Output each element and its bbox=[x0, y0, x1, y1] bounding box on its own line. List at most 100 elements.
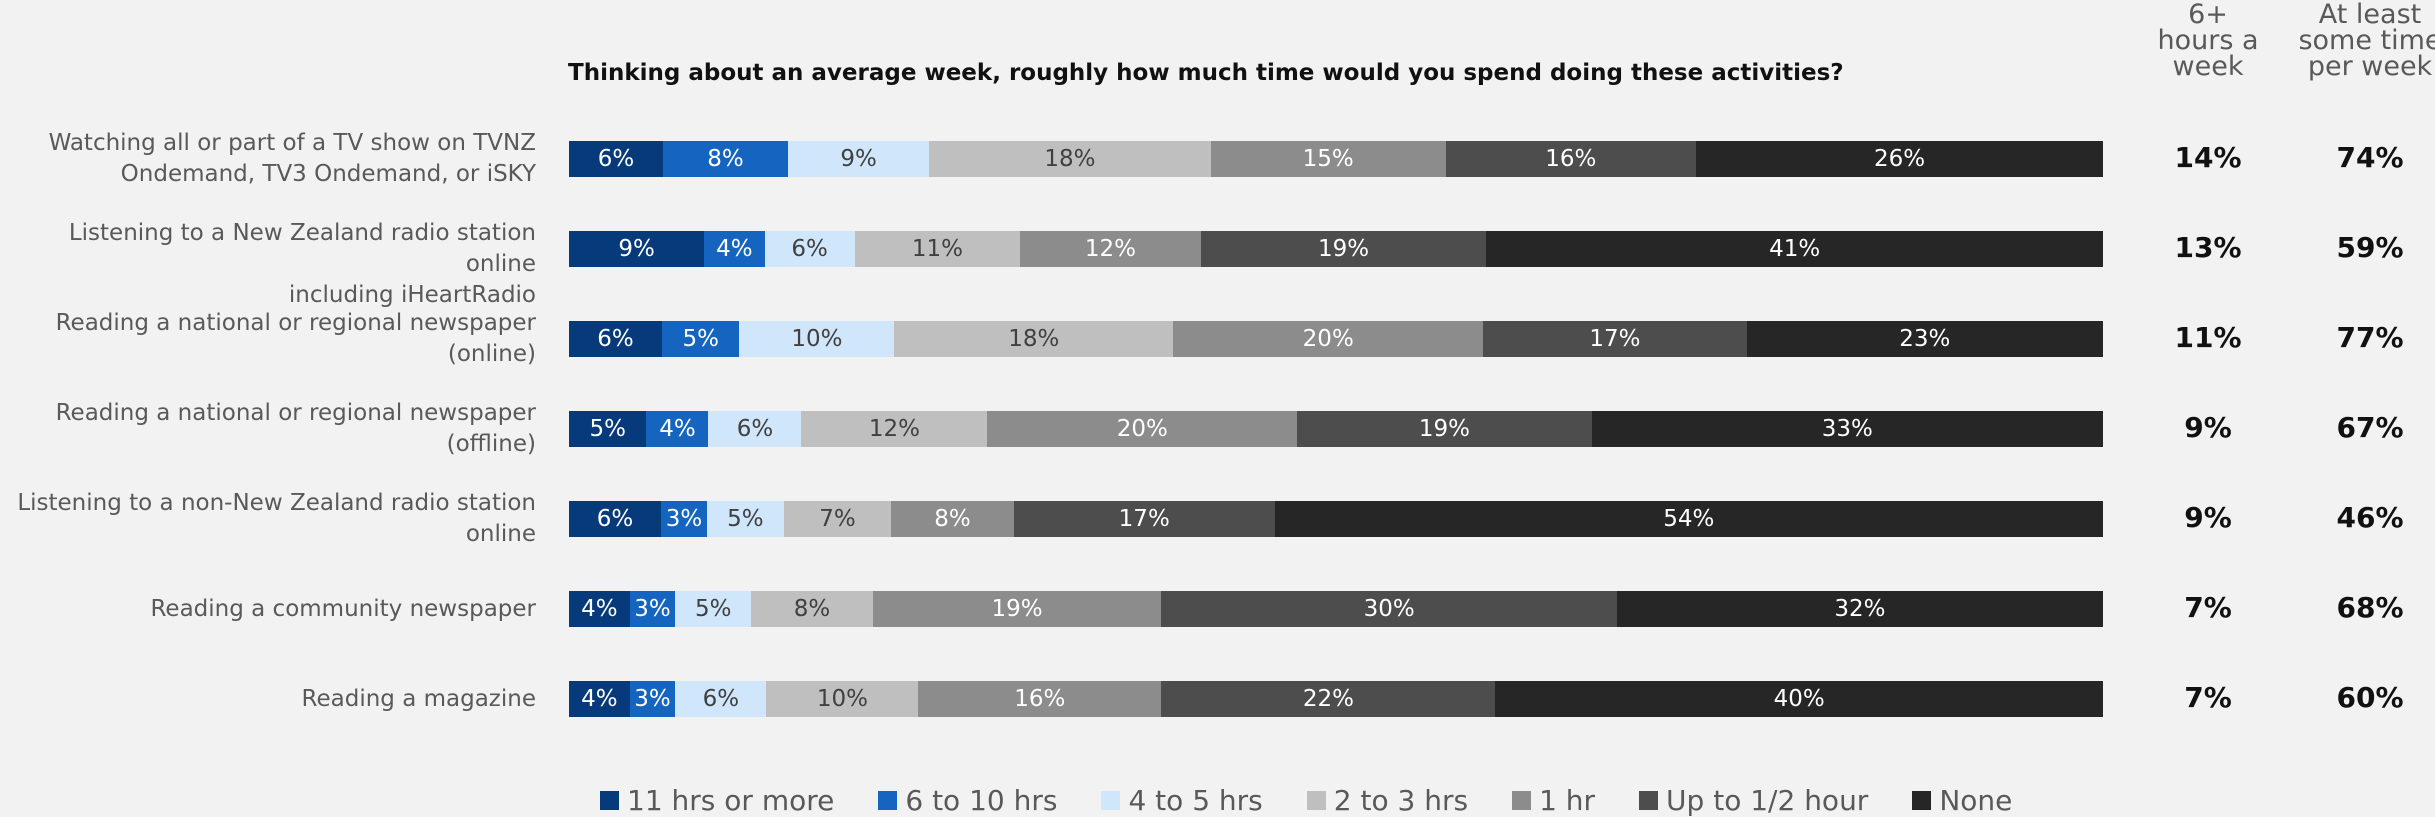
bar-segment: 6% bbox=[764, 231, 855, 267]
category-label-line: online bbox=[465, 521, 536, 547]
data-label: 5% bbox=[695, 596, 732, 622]
summary-6plus-hours: 7% bbox=[2184, 591, 2232, 624]
bar-segment: 16% bbox=[1445, 141, 1696, 177]
data-label: 40% bbox=[1773, 686, 1825, 712]
data-label: 5% bbox=[589, 416, 626, 442]
bar-segment: 30% bbox=[1161, 591, 1617, 627]
bar-segment: 33% bbox=[1591, 411, 2103, 447]
data-label: 5% bbox=[727, 506, 764, 532]
summary-column-header-line: some time bbox=[2298, 25, 2435, 56]
data-label: 12% bbox=[1084, 236, 1136, 262]
category-label-line: Listening to a New Zealand radio station… bbox=[68, 220, 536, 277]
data-label: 10% bbox=[791, 326, 843, 352]
summary-column-header-line: At least bbox=[2318, 0, 2422, 30]
stacked-bar: 9% 4% 6% 11% 12% 19% 41% bbox=[569, 231, 2103, 267]
bar-segment: 7% bbox=[783, 501, 892, 537]
bar-segment: 5% bbox=[675, 591, 752, 627]
data-label: 16% bbox=[1545, 146, 1597, 172]
data-label: 3% bbox=[634, 686, 671, 712]
data-label: 16% bbox=[1014, 686, 1066, 712]
data-label: 4% bbox=[659, 416, 696, 442]
data-label: 11% bbox=[911, 236, 963, 262]
data-label: 22% bbox=[1302, 686, 1354, 712]
data-label: 6% bbox=[597, 146, 635, 172]
category-label-line: Reading a national or regional newspaper bbox=[55, 310, 536, 336]
legend-item: 6 to 10 hrs bbox=[878, 784, 1057, 817]
legend-swatch bbox=[1512, 790, 1532, 810]
summary-at-least-some: 59% bbox=[2336, 231, 2404, 264]
legend-item: None bbox=[1912, 784, 2012, 817]
legend-swatch bbox=[878, 790, 898, 810]
bar-segment: 5% bbox=[569, 411, 647, 447]
stacked-bar: 6% 3% 5% 7% 8% 17% 54% bbox=[569, 501, 2103, 537]
data-label: 9% bbox=[618, 236, 655, 262]
bar-segment: 4% bbox=[569, 591, 630, 627]
data-label: 41% bbox=[1769, 236, 1821, 262]
data-label: 54% bbox=[1663, 506, 1715, 532]
legend-item: 11 hrs or more bbox=[600, 784, 834, 817]
bar-segment: 16% bbox=[918, 681, 1162, 717]
data-label: 17% bbox=[1589, 326, 1641, 352]
bar-segment: 19% bbox=[872, 591, 1162, 627]
summary-6plus-hours: 11% bbox=[2174, 321, 2242, 354]
legend-label: 1 hr bbox=[1539, 783, 1596, 817]
data-label: 4% bbox=[581, 686, 618, 712]
bar-segment: 6% bbox=[569, 501, 662, 537]
bar-segment: 10% bbox=[739, 321, 895, 357]
category-label: Reading a national or regional newspaper… bbox=[0, 398, 536, 460]
legend-item: 2 to 3 hrs bbox=[1306, 784, 1468, 817]
data-label: 30% bbox=[1363, 596, 1415, 622]
data-label: 19% bbox=[991, 596, 1043, 622]
summary-6plus-hours: 7% bbox=[2184, 681, 2232, 714]
legend-item: 1 hr bbox=[1512, 784, 1595, 817]
data-label: 26% bbox=[1873, 146, 1926, 172]
data-label: 17% bbox=[1118, 506, 1170, 532]
data-label: 18% bbox=[1008, 326, 1060, 352]
bar-segment: 40% bbox=[1495, 681, 2103, 717]
data-label: 19% bbox=[1418, 416, 1470, 442]
category-label-line: (offline) bbox=[446, 431, 536, 457]
bar-segment: 5% bbox=[661, 321, 740, 357]
data-label: 19% bbox=[1317, 236, 1370, 262]
data-label: 20% bbox=[1116, 416, 1168, 442]
bar-segment: 4% bbox=[704, 231, 765, 267]
data-label: 6% bbox=[702, 686, 740, 712]
summary-column-header-line: 6+ bbox=[2188, 0, 2228, 30]
summary-at-least-some: 77% bbox=[2336, 321, 2404, 354]
data-label: 7% bbox=[819, 506, 856, 532]
bar-segment: 18% bbox=[894, 321, 1174, 357]
stacked-bar: 4% 3% 5% 8% 19% 30% 32% bbox=[569, 591, 2103, 627]
bar-segment: 23% bbox=[1746, 321, 2103, 357]
stacked-bar: 5% 4% 6% 12% 20% 19% 33% bbox=[569, 411, 2103, 447]
bar-segment: 3% bbox=[629, 681, 676, 717]
legend-swatch bbox=[1912, 790, 1932, 810]
data-label: 9% bbox=[840, 146, 877, 172]
legend-swatch bbox=[1306, 790, 1326, 810]
data-label: 3% bbox=[634, 596, 671, 622]
data-label: 12% bbox=[868, 416, 920, 442]
bar-segment: 12% bbox=[801, 411, 988, 447]
data-label: 10% bbox=[816, 686, 868, 712]
bar-segment: 6% bbox=[569, 141, 663, 177]
bar-segment: 5% bbox=[707, 501, 784, 537]
data-label: 8% bbox=[934, 506, 971, 532]
data-label: 20% bbox=[1302, 326, 1354, 352]
chart-title: Thinking about an average week, roughly … bbox=[568, 60, 1844, 86]
category-label: Reading a community newspaper bbox=[0, 594, 536, 625]
summary-column-header-line: per week bbox=[2307, 51, 2433, 82]
bar-segment: 8% bbox=[891, 501, 1014, 537]
bar-segment: 20% bbox=[987, 411, 1298, 447]
legend-swatch bbox=[1101, 790, 1121, 810]
legend-label: 6 to 10 hrs bbox=[905, 783, 1058, 817]
bar-segment: 17% bbox=[1483, 321, 1747, 357]
category-label-line: Reading a national or regional newspaper bbox=[55, 400, 536, 426]
category-label-line: Watching all or part of a TV show on TVN… bbox=[48, 130, 536, 156]
category-label: Watching all or part of a TV show on TVN… bbox=[0, 128, 536, 190]
bar-segment: 8% bbox=[751, 591, 873, 627]
legend-label: None bbox=[1939, 783, 2013, 817]
data-label: 18% bbox=[1044, 146, 1096, 172]
bar-segment: 54% bbox=[1274, 501, 2103, 537]
summary-6plus-hours: 14% bbox=[2174, 141, 2242, 174]
bar-segment: 10% bbox=[766, 681, 919, 717]
